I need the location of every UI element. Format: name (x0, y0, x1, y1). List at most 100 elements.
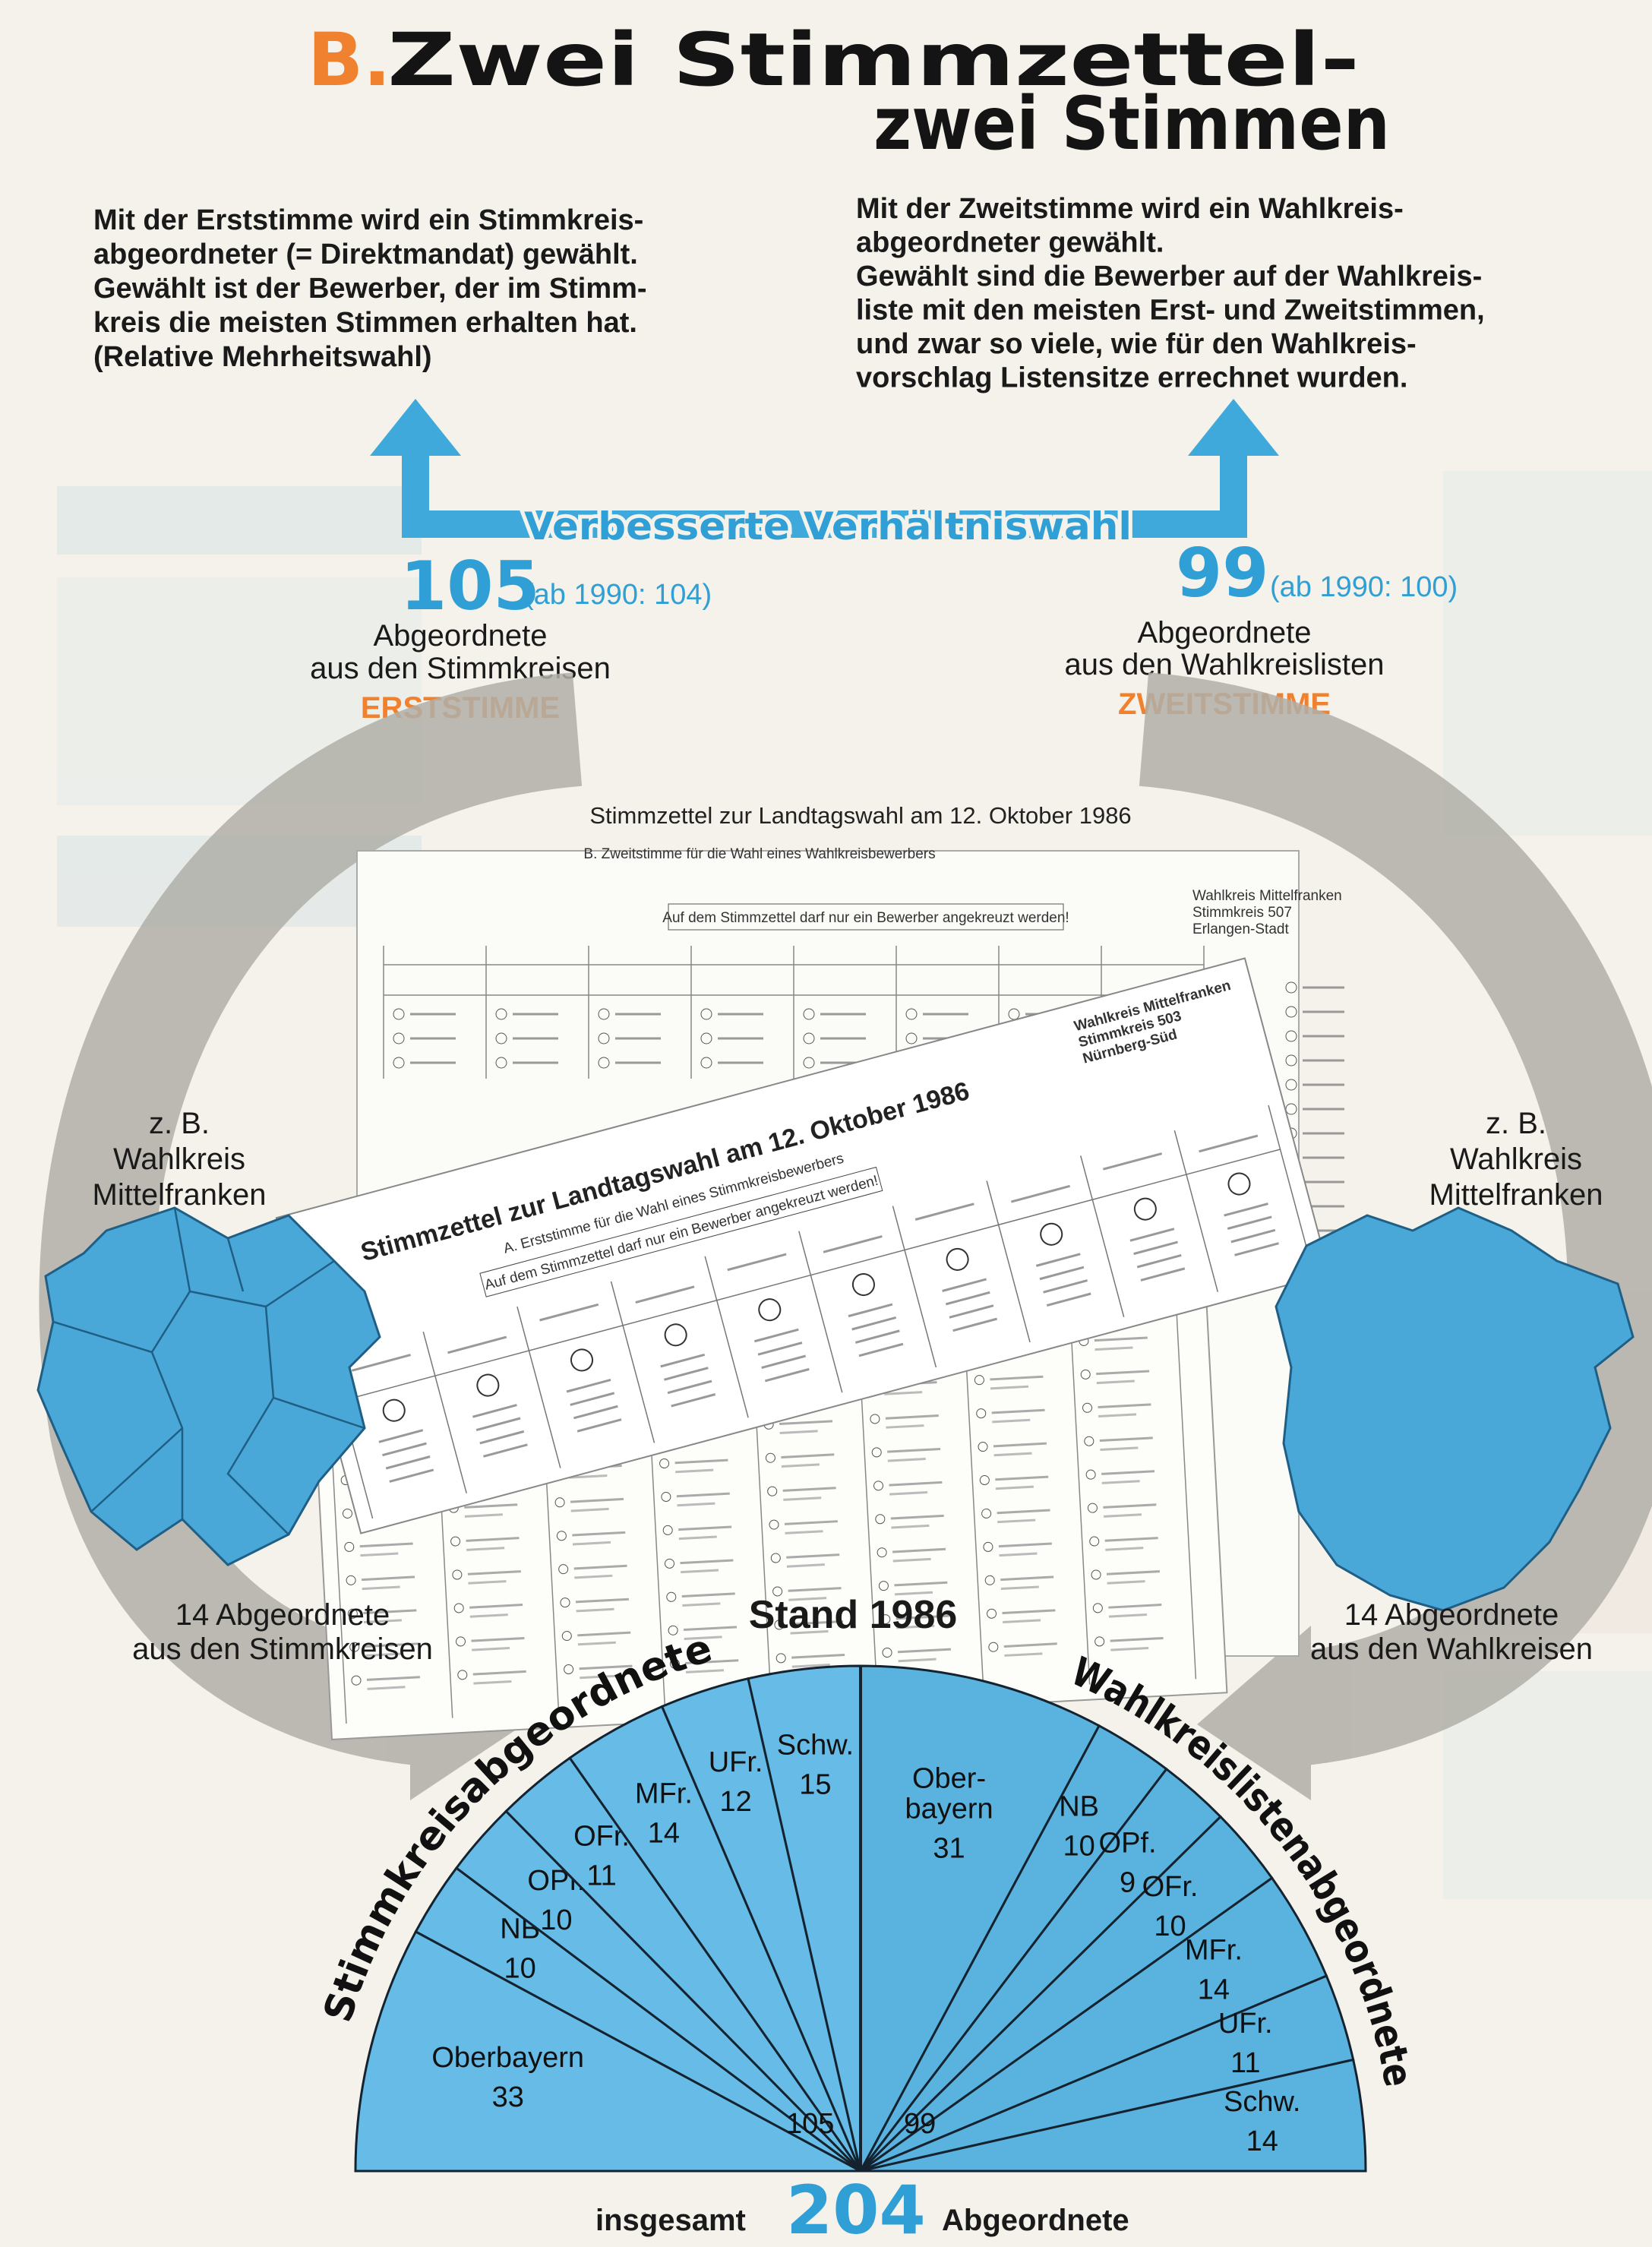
ballot-rule (422, 1332, 467, 1493)
ballot-text (945, 1291, 990, 1306)
ballot-text (1100, 1446, 1139, 1451)
arrowhead (1188, 399, 1279, 456)
ballot-circle (983, 1541, 993, 1552)
ballot-text (362, 1585, 400, 1591)
ballot-circle (561, 1631, 572, 1642)
ballot-text (782, 1487, 836, 1492)
ballot-text (479, 1430, 525, 1445)
ballot-circle (877, 1547, 887, 1558)
ballot-text (684, 1635, 722, 1640)
ballot-circle (598, 1008, 610, 1020)
ballot-text (572, 1531, 626, 1537)
ballot-text (466, 1537, 520, 1542)
ballot-circle (452, 1569, 463, 1580)
ballot-text (779, 1420, 833, 1426)
ballot-text (851, 1316, 897, 1331)
ballot-text (892, 1547, 946, 1553)
ballot-circle (870, 1414, 880, 1424)
ballot-circle (564, 1664, 574, 1674)
ballot-circle (775, 1653, 786, 1664)
ballot-circle (765, 1452, 775, 1463)
ballot-rule (892, 1206, 937, 1368)
ballot-text (891, 1524, 930, 1529)
ballot-text (1010, 1184, 1071, 1203)
ballot-text (471, 1636, 525, 1642)
ballot-text (365, 1642, 419, 1648)
ballot-rule (798, 1231, 843, 1393)
ballot-text (781, 1463, 820, 1468)
ballot-text (1110, 1646, 1149, 1651)
map-caption: 14 Abgeordnete (175, 1598, 390, 1632)
ballot-text (1108, 1604, 1162, 1609)
ballot-text (889, 1490, 928, 1496)
ballot-section: B. Zweitstimme für die Wahl eines Wahlkr… (583, 846, 935, 862)
ballot-circle (976, 1408, 987, 1419)
ballot-circle (758, 1298, 782, 1322)
ballot-circle (342, 1508, 352, 1519)
ballot-text (351, 1354, 411, 1372)
ballot-text (473, 1680, 512, 1685)
ballot-text (577, 1631, 631, 1637)
ballot-text (1224, 1203, 1268, 1217)
ballot-circle (393, 1008, 405, 1020)
ballot-text (1105, 1547, 1144, 1551)
seat-wedge (859, 1664, 1101, 2172)
ballot-text (753, 1328, 799, 1343)
ballot-circle (393, 1057, 405, 1069)
ballot-text (823, 1235, 883, 1253)
ballot-text (1103, 1513, 1142, 1518)
ballot-text (997, 1519, 1036, 1524)
ballot-text (886, 1424, 924, 1429)
ballot-circle (875, 1514, 886, 1525)
ballot-circle (570, 1348, 594, 1372)
count-label: Abgeordnete (1137, 616, 1311, 649)
ballot-circle (984, 1575, 995, 1585)
ballot-circle (349, 1642, 360, 1652)
ballot-circle (974, 1375, 984, 1386)
ballot-circle (495, 1057, 507, 1069)
ballot-text (788, 1597, 827, 1601)
ballot-district: Wahlkreis Mittelfranken (1192, 888, 1342, 904)
title-line: Zwei Stimmzettel- (387, 17, 1360, 103)
ballot-circle (661, 1491, 671, 1502)
ballot-text (472, 1404, 517, 1418)
ballot-text (682, 1602, 721, 1607)
ballot-text (1043, 1279, 1088, 1294)
ballot-circle (988, 1642, 999, 1652)
ballot-circle (347, 1608, 358, 1619)
ballot-text (789, 1620, 843, 1626)
ballot-text (884, 1391, 923, 1395)
flow-arrow (1139, 672, 1652, 1766)
map-label: Wahlkreis (1450, 1142, 1582, 1176)
ballot-text (464, 1513, 503, 1518)
ballot-text (382, 1442, 427, 1457)
ballot-circle (774, 1620, 785, 1630)
ballot-rule (516, 1306, 561, 1468)
ballot-text (1106, 1570, 1161, 1575)
ballot-circle (450, 1536, 461, 1547)
ballot-circle (393, 1032, 405, 1044)
seat-wedge (860, 2058, 1367, 2173)
ballot-circle (495, 1008, 507, 1020)
seat-chart-title: Stand 1986 (749, 1593, 958, 1637)
ballot-text (539, 1303, 599, 1322)
ballot-text (573, 1405, 618, 1420)
ballot-text (848, 1303, 893, 1318)
region-label: OFr. (1142, 1871, 1199, 1903)
paragraph-line: Gewählt ist der Bewerber, der im Stimm- (93, 273, 647, 305)
seat-count: 14 (1198, 1974, 1230, 2005)
ballot-front: Stimmzettel zur Landtagswahl am 12. Okto… (275, 957, 1331, 1534)
title-line: zwei Stimmen (873, 81, 1390, 166)
ballot-text (361, 1575, 415, 1582)
ballot-text (1094, 1336, 1148, 1342)
ballot-text (761, 1354, 807, 1369)
ballot-text (952, 1317, 997, 1332)
count-note: (ab 1990: 104) (524, 579, 712, 611)
ballot-rule (1080, 1155, 1125, 1317)
ballot-text (1230, 1228, 1276, 1244)
ballot-circle (455, 1636, 466, 1647)
ballot-text (887, 1458, 926, 1462)
ballot-circle (700, 1057, 712, 1069)
ballot-text (467, 1570, 521, 1575)
